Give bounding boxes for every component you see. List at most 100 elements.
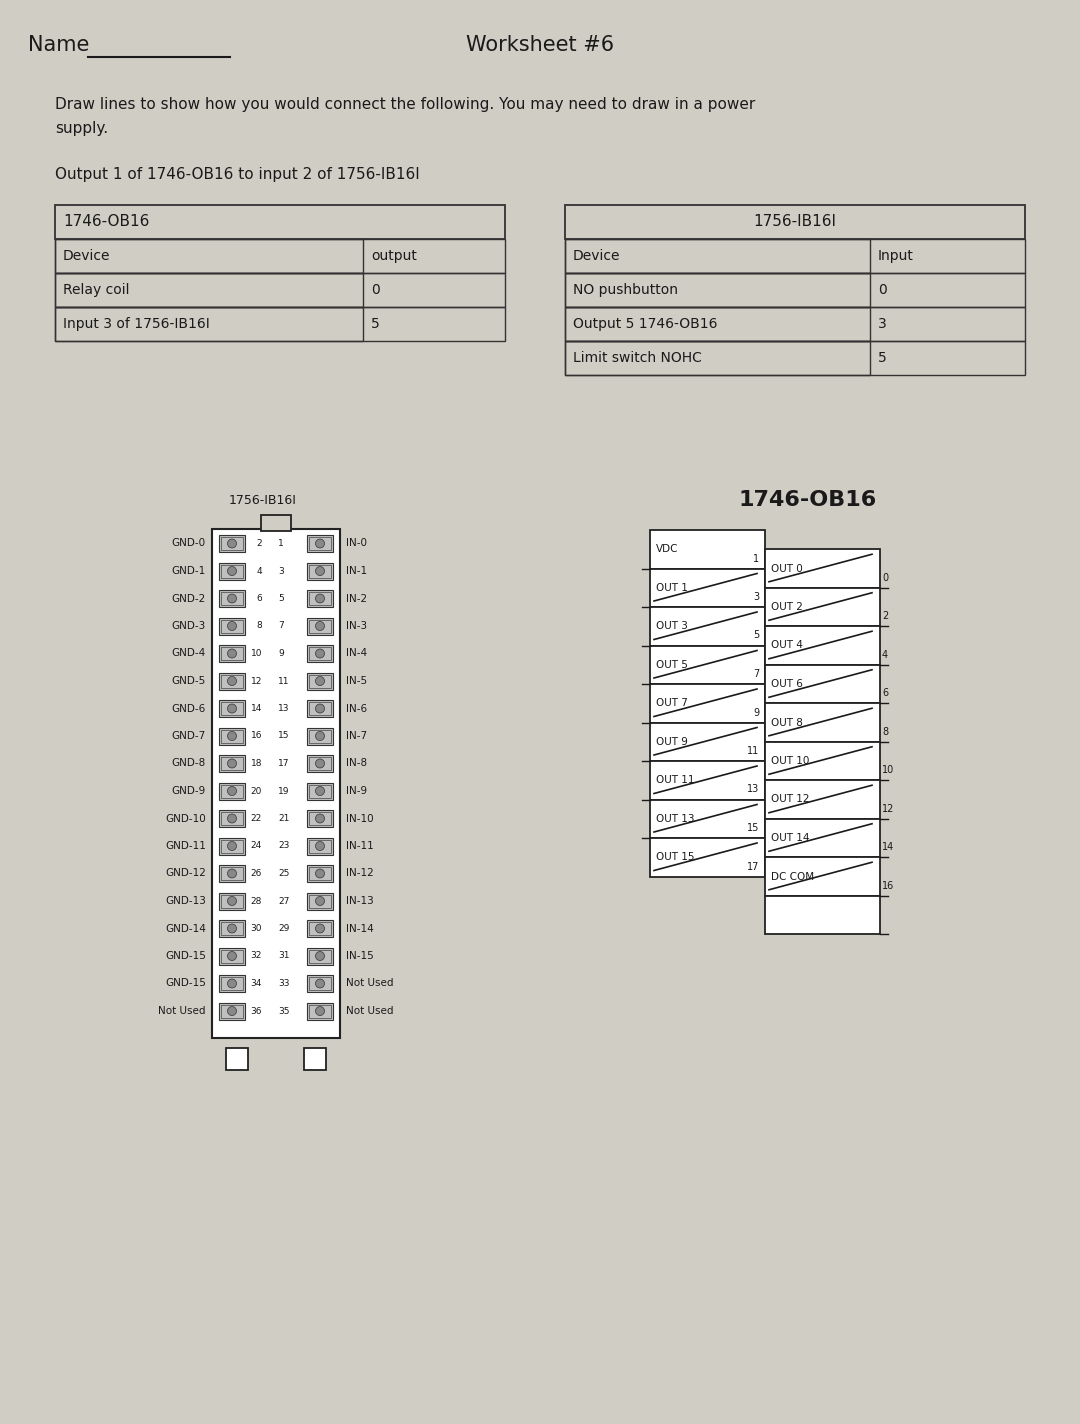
Bar <box>309 1004 330 1018</box>
Circle shape <box>228 567 237 575</box>
Text: 1756-IB16I: 1756-IB16I <box>229 494 297 507</box>
Text: Limit switch NOHC: Limit switch NOHC <box>573 350 702 365</box>
Text: 0: 0 <box>372 283 380 298</box>
Text: 11: 11 <box>278 676 289 685</box>
Bar <box>307 810 333 827</box>
Bar <box>221 729 243 742</box>
Text: 29: 29 <box>278 924 289 933</box>
Text: GND-7: GND-7 <box>172 731 206 740</box>
Circle shape <box>228 703 237 713</box>
Bar <box>307 975 333 993</box>
Circle shape <box>315 1007 324 1015</box>
Bar <box>307 864 333 881</box>
Text: 3: 3 <box>278 567 284 575</box>
Bar <box>55 239 363 273</box>
Text: GND-5: GND-5 <box>172 676 206 686</box>
Text: OUT 8: OUT 8 <box>771 718 802 728</box>
Circle shape <box>315 567 324 575</box>
Text: output: output <box>372 249 417 263</box>
Text: 4: 4 <box>256 567 262 575</box>
Circle shape <box>228 621 237 631</box>
Bar <box>565 205 1025 239</box>
Bar <box>219 975 245 993</box>
Text: GND-11: GND-11 <box>165 842 206 852</box>
Text: 4: 4 <box>882 649 888 659</box>
Circle shape <box>228 815 237 823</box>
Text: OUT 9: OUT 9 <box>656 736 688 746</box>
Bar <box>221 702 243 715</box>
Circle shape <box>315 786 324 796</box>
Bar <box>219 1002 245 1020</box>
Bar <box>221 592 243 605</box>
Text: Device: Device <box>63 249 110 263</box>
Text: 16: 16 <box>882 881 894 891</box>
Circle shape <box>315 815 324 823</box>
Circle shape <box>315 980 324 988</box>
Bar <box>307 645 333 662</box>
Bar <box>565 239 870 273</box>
Bar <box>650 568 765 607</box>
Bar <box>307 562 333 580</box>
Bar <box>219 672 245 689</box>
Circle shape <box>228 786 237 796</box>
Circle shape <box>228 924 237 933</box>
Bar <box>765 703 880 742</box>
Bar <box>650 607 765 645</box>
Text: NO pushbutton: NO pushbutton <box>573 283 678 298</box>
Bar <box>212 528 340 1038</box>
Text: GND-4: GND-4 <box>172 648 206 658</box>
Text: 18: 18 <box>251 759 262 768</box>
Text: 5: 5 <box>753 631 759 641</box>
Bar <box>307 728 333 745</box>
Bar <box>565 340 870 375</box>
Text: 0: 0 <box>878 283 887 298</box>
Bar <box>307 947 333 964</box>
Text: IN-15: IN-15 <box>346 951 374 961</box>
Bar <box>307 590 333 607</box>
Text: GND-15: GND-15 <box>165 951 206 961</box>
Bar <box>309 758 330 770</box>
Bar <box>221 812 243 824</box>
Bar <box>226 1048 248 1069</box>
Bar <box>650 722 765 760</box>
Text: 28: 28 <box>251 897 262 906</box>
Text: 6: 6 <box>882 688 888 698</box>
Text: 31: 31 <box>278 951 289 961</box>
Text: GND-12: GND-12 <box>165 869 206 879</box>
Circle shape <box>315 842 324 850</box>
Text: 23: 23 <box>278 842 289 850</box>
Bar <box>309 619 330 632</box>
Bar <box>219 893 245 910</box>
Text: GND-15: GND-15 <box>165 978 206 988</box>
Bar <box>309 675 330 688</box>
Circle shape <box>228 759 237 768</box>
Text: 9: 9 <box>753 708 759 718</box>
Text: 17: 17 <box>278 759 289 768</box>
Text: OUT 12: OUT 12 <box>771 795 810 805</box>
Bar <box>309 867 330 880</box>
Circle shape <box>228 980 237 988</box>
Bar <box>219 783 245 799</box>
Circle shape <box>315 649 324 658</box>
Text: 8: 8 <box>256 621 262 631</box>
Bar <box>565 340 1025 375</box>
Text: 1: 1 <box>278 540 284 548</box>
Bar <box>55 308 363 340</box>
Bar <box>650 645 765 684</box>
Circle shape <box>228 1007 237 1015</box>
Text: 25: 25 <box>278 869 289 879</box>
Bar <box>309 537 330 550</box>
Bar <box>221 785 243 797</box>
Text: 9: 9 <box>278 649 284 658</box>
Text: 15: 15 <box>746 823 759 833</box>
Bar <box>219 535 245 553</box>
Bar <box>565 239 1025 273</box>
Text: 35: 35 <box>278 1007 289 1015</box>
Text: GND-1: GND-1 <box>172 565 206 575</box>
Text: GND-6: GND-6 <box>172 703 206 713</box>
Text: IN-2: IN-2 <box>346 594 367 604</box>
Text: OUT 4: OUT 4 <box>771 641 802 651</box>
Text: OUT 14: OUT 14 <box>771 833 810 843</box>
Bar <box>221 619 243 632</box>
Bar <box>219 590 245 607</box>
